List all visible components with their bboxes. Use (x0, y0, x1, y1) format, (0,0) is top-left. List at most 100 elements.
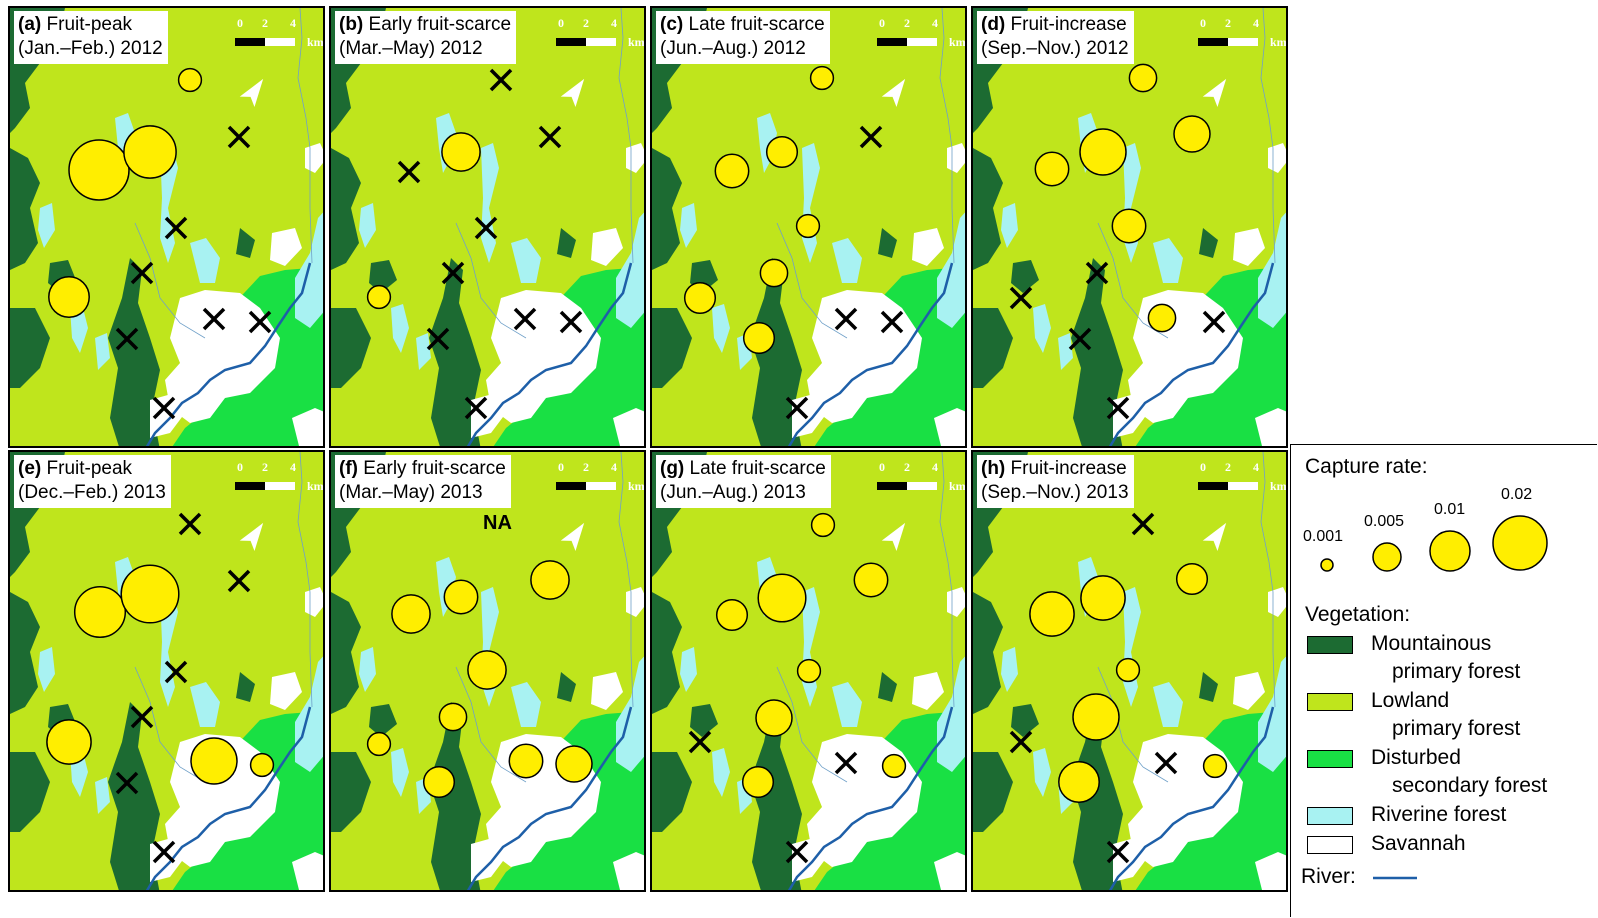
capture-rate-circle (438, 702, 468, 732)
rate-label-0: 0.001 (1303, 528, 1344, 545)
panel-season: Fruit-peak (46, 14, 133, 35)
panel-season: Fruit-increase (1010, 458, 1127, 479)
capture-rate-circle (555, 745, 593, 783)
scale-bar: 0 2 4 km (235, 16, 323, 56)
no-capture-cross-icon (426, 327, 450, 351)
capture-symbols (48, 67, 272, 420)
north-arrow-icon (560, 522, 585, 551)
north-arrow-icon (881, 522, 906, 551)
capture-rate-circle (1115, 657, 1141, 683)
capture-rate-circle (1072, 693, 1120, 741)
scale-bar-black (877, 482, 907, 490)
scale-tick-4: 4 (611, 460, 617, 474)
capture-rate-circle (1029, 591, 1075, 637)
panel-season: Fruit-peak (46, 458, 133, 479)
panel-title: (c) Late fruit-scarce (Jun.–Aug.) 2012 (656, 11, 830, 64)
panel-period: (Sep.–Nov.) 2013 (981, 482, 1129, 503)
scale-bar: 0 2 4 km (556, 16, 645, 56)
capture-rate-circle (765, 135, 799, 169)
capture-rate-circle (46, 719, 92, 765)
panel-letter: (e) (18, 458, 42, 479)
veg-label-mountainous: Mountainous (1371, 632, 1492, 655)
no-capture-cross-icon (1085, 261, 1109, 285)
panel-season: Early fruit-scarce (368, 14, 512, 35)
swatch-savannah (1307, 836, 1353, 854)
scale-tick-0: 0 (1200, 460, 1206, 474)
rate-symbol-0001 (1320, 558, 1334, 572)
no-capture-cross-icon (397, 160, 421, 184)
scale-bar-white (265, 482, 295, 490)
capture-rate-circle (123, 125, 177, 179)
veg-label-lowland: Lowland (1371, 689, 1450, 712)
capture-rate-circle (759, 258, 789, 288)
north-arrow-icon (560, 78, 585, 107)
no-capture-cross-icon (474, 216, 498, 240)
scale-tick-0: 0 (879, 16, 885, 30)
scale-bar-white (586, 482, 616, 490)
scale-unit: km (628, 35, 645, 49)
map-panel-d: (d) Fruit-increase (Sep.–Nov.) 2012 0 2 … (971, 6, 1288, 448)
scale-bar-black (1198, 482, 1228, 490)
map-panel-g: (g) Late fruit-scarce (Jun.–Aug.) 2013 0… (650, 450, 967, 892)
panel-letter: (d) (981, 14, 1006, 35)
veg-sublabel-lowland: primary forest (1392, 717, 1521, 740)
no-capture-cross-icon (178, 512, 202, 536)
no-capture-cross-icon (115, 771, 139, 795)
capture-rate-circle (441, 132, 481, 172)
panel-letter: (a) (18, 14, 42, 35)
scale-tick-4: 4 (290, 460, 296, 474)
scale-tick-0: 0 (879, 460, 885, 474)
vegetation-map (10, 452, 323, 890)
scale-bar: 0 2 4 km (877, 16, 966, 56)
capture-rate-circle (715, 598, 749, 632)
scale-tick-2: 2 (583, 460, 589, 474)
scale-unit: km (949, 479, 966, 493)
swatch-lowland (1307, 693, 1353, 711)
panel-period: (Jun.–Aug.) 2012 (660, 38, 806, 59)
panel-period: (Sep.–Nov.) 2012 (981, 38, 1129, 59)
capture-rate-circle (391, 594, 431, 634)
capture-rate-circle (177, 67, 203, 93)
map-panel-b: (b) Early fruit-scarce (Mar.–May) 2012 0… (329, 6, 646, 448)
no-capture-cross-icon (115, 327, 139, 351)
no-capture-cross-icon (1009, 730, 1033, 754)
capture-rate-circle (120, 564, 180, 624)
rate-label-3: 0.02 (1501, 486, 1533, 503)
scale-unit: km (949, 35, 966, 49)
swatch-riverine (1307, 807, 1353, 825)
scale-bar-white (1228, 482, 1258, 490)
scale-unit: km (1270, 479, 1287, 493)
scale-tick-2: 2 (583, 16, 589, 30)
not-available-label: NA (483, 512, 512, 534)
capture-rate-circle (683, 281, 717, 315)
scale-bar-white (907, 38, 937, 46)
north-arrow-icon (239, 522, 264, 551)
scale-bar: 0 2 4 km (556, 460, 644, 500)
capture-rate-circle (249, 752, 275, 778)
scale-bar-black (877, 38, 907, 46)
no-capture-cross-icon (441, 261, 465, 285)
scale-tick-0: 0 (1200, 16, 1206, 30)
panel-season: Late fruit-scarce (689, 458, 826, 479)
capture-symbols (688, 512, 907, 864)
capture-rate-circle (48, 276, 90, 318)
scale-bar-black (1198, 38, 1228, 46)
capture-rate-circle (757, 573, 807, 623)
capture-rate-circle (796, 658, 822, 684)
capture-rate-circle (809, 65, 835, 91)
scale-tick-2: 2 (262, 460, 268, 474)
no-capture-cross-icon (538, 125, 562, 149)
veg-sublabel-disturbed: secondary forest (1392, 774, 1548, 797)
map-panel-f: (f) Early fruit-scarce (Mar.–May) 2013 0… (329, 450, 646, 892)
panel-title: (b) Early fruit-scarce (Mar.–May) 2012 (335, 11, 517, 64)
capture-rate-circle (530, 560, 570, 600)
panel-period: (Jan.–Feb.) 2012 (18, 38, 163, 59)
map-panel-c: (c) Late fruit-scarce (Jun.–Aug.) 2012 0… (650, 6, 967, 448)
capture-symbols (1009, 512, 1228, 864)
capture-rate-circle (73, 585, 127, 639)
no-capture-cross-icon (688, 730, 712, 754)
map-legend: Capture rate: 0.001 0.005 0.01 0.02 Vege… (1290, 444, 1597, 917)
panel-title: (a) Fruit-peak (Jan.–Feb.) 2012 (14, 11, 168, 64)
capture-rate-circle (810, 512, 836, 538)
scale-tick-4: 4 (932, 460, 938, 474)
